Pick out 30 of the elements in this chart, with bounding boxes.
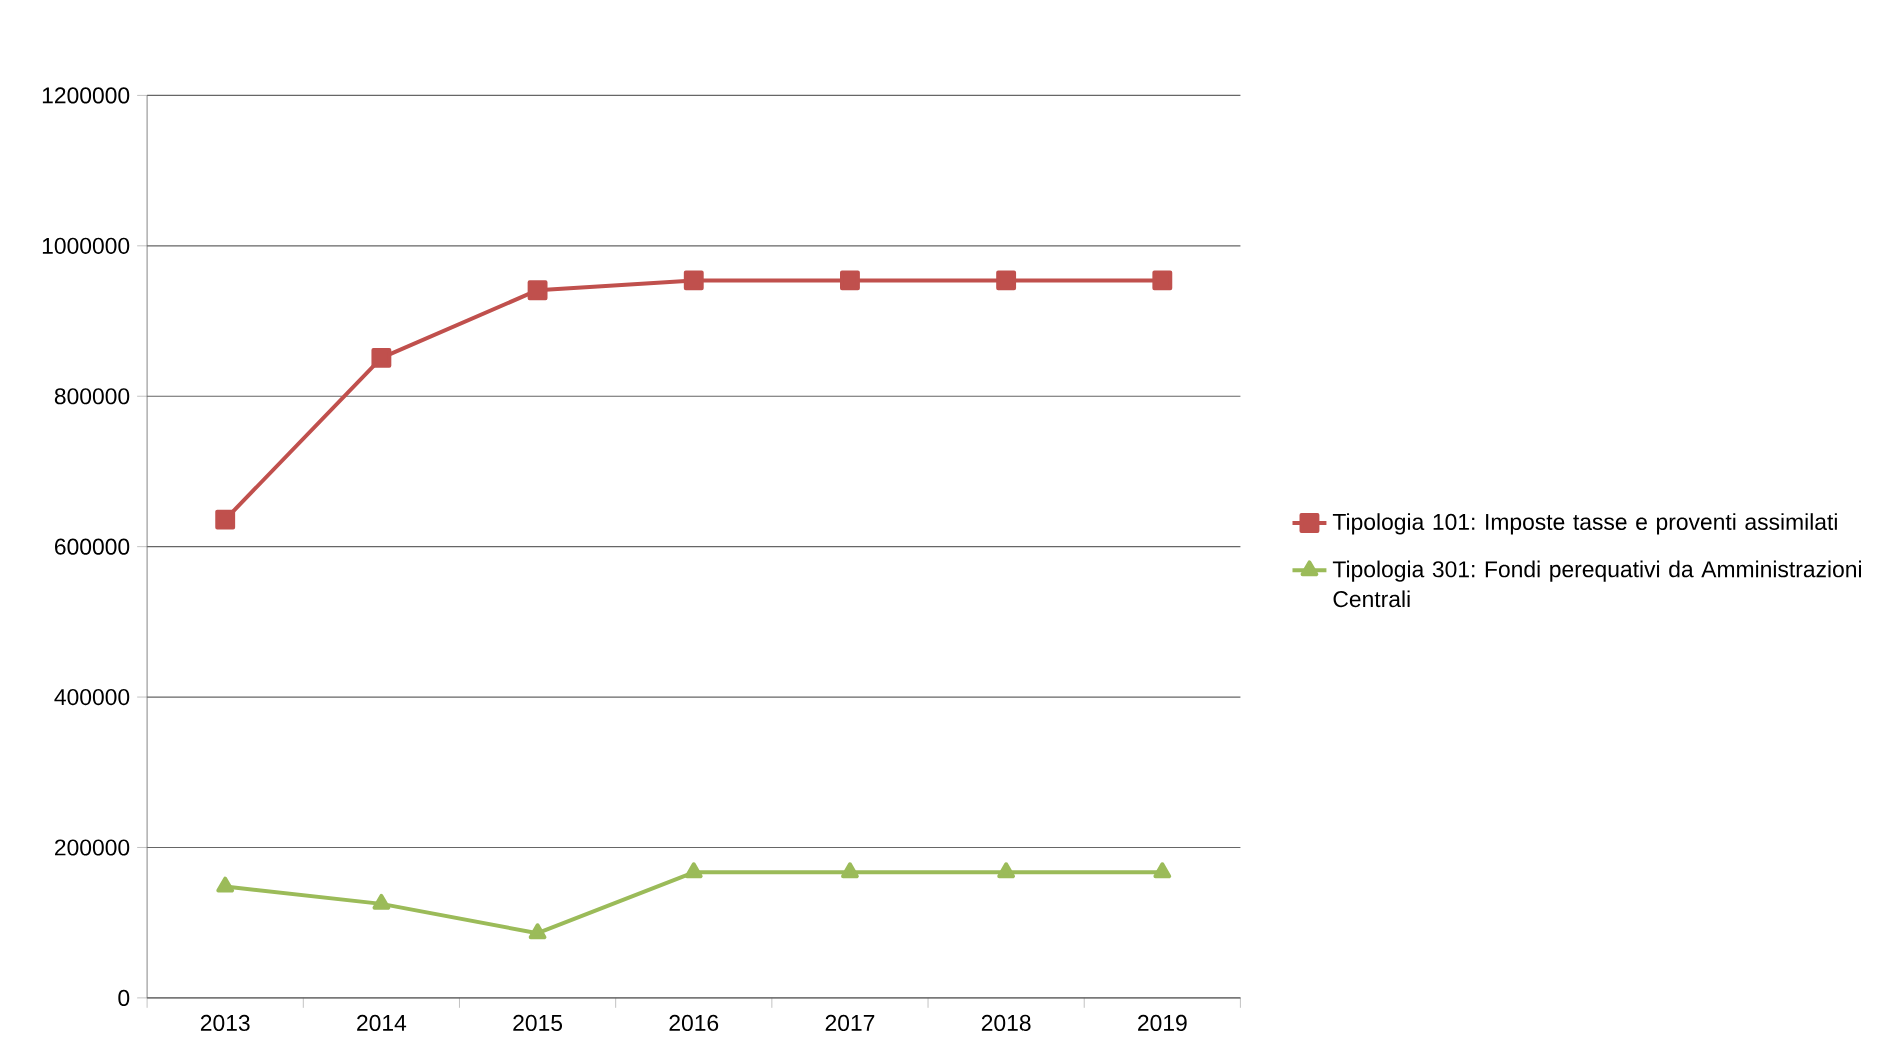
y-tick-label: 200000 — [55, 839, 130, 856]
x-tick-label: 2015 — [513, 1015, 563, 1032]
point — [371, 348, 392, 369]
point — [372, 894, 391, 911]
y-tick-label: 800000 — [54, 388, 130, 405]
y-tick-label: 1200000 — [42, 87, 130, 104]
y-tick-label: 400000 — [54, 689, 130, 706]
point — [996, 270, 1017, 291]
x-tick-label: 2018 — [981, 1015, 1031, 1032]
x-tick-label: 2016 — [669, 1015, 719, 1032]
point — [997, 862, 1016, 879]
point — [684, 862, 703, 879]
x-tick-label: 2017 — [825, 1015, 875, 1032]
point — [683, 270, 704, 291]
point — [215, 509, 236, 530]
point — [216, 876, 235, 893]
point — [528, 923, 547, 940]
x-tick-label: 2014 — [357, 1015, 407, 1032]
x-tick-label: 2013 — [200, 1015, 250, 1032]
legend-label: Tipologia 301: Fondi perequativi da Amministrazioni Centrali — [1332, 560, 1861, 608]
point — [527, 280, 548, 301]
point — [841, 862, 859, 879]
y-tick-label: 0 — [118, 990, 130, 1007]
point — [1152, 270, 1173, 291]
y-tick-label: 600000 — [55, 538, 130, 555]
legend-label: Tipologia 101: Imposte tasse e proventi assimilati — [1332, 513, 1837, 535]
x-tick-label: 2019 — [1138, 1015, 1187, 1032]
point — [840, 270, 860, 291]
point — [1153, 862, 1172, 879]
y-tick-label: 1000000 — [42, 237, 130, 255]
